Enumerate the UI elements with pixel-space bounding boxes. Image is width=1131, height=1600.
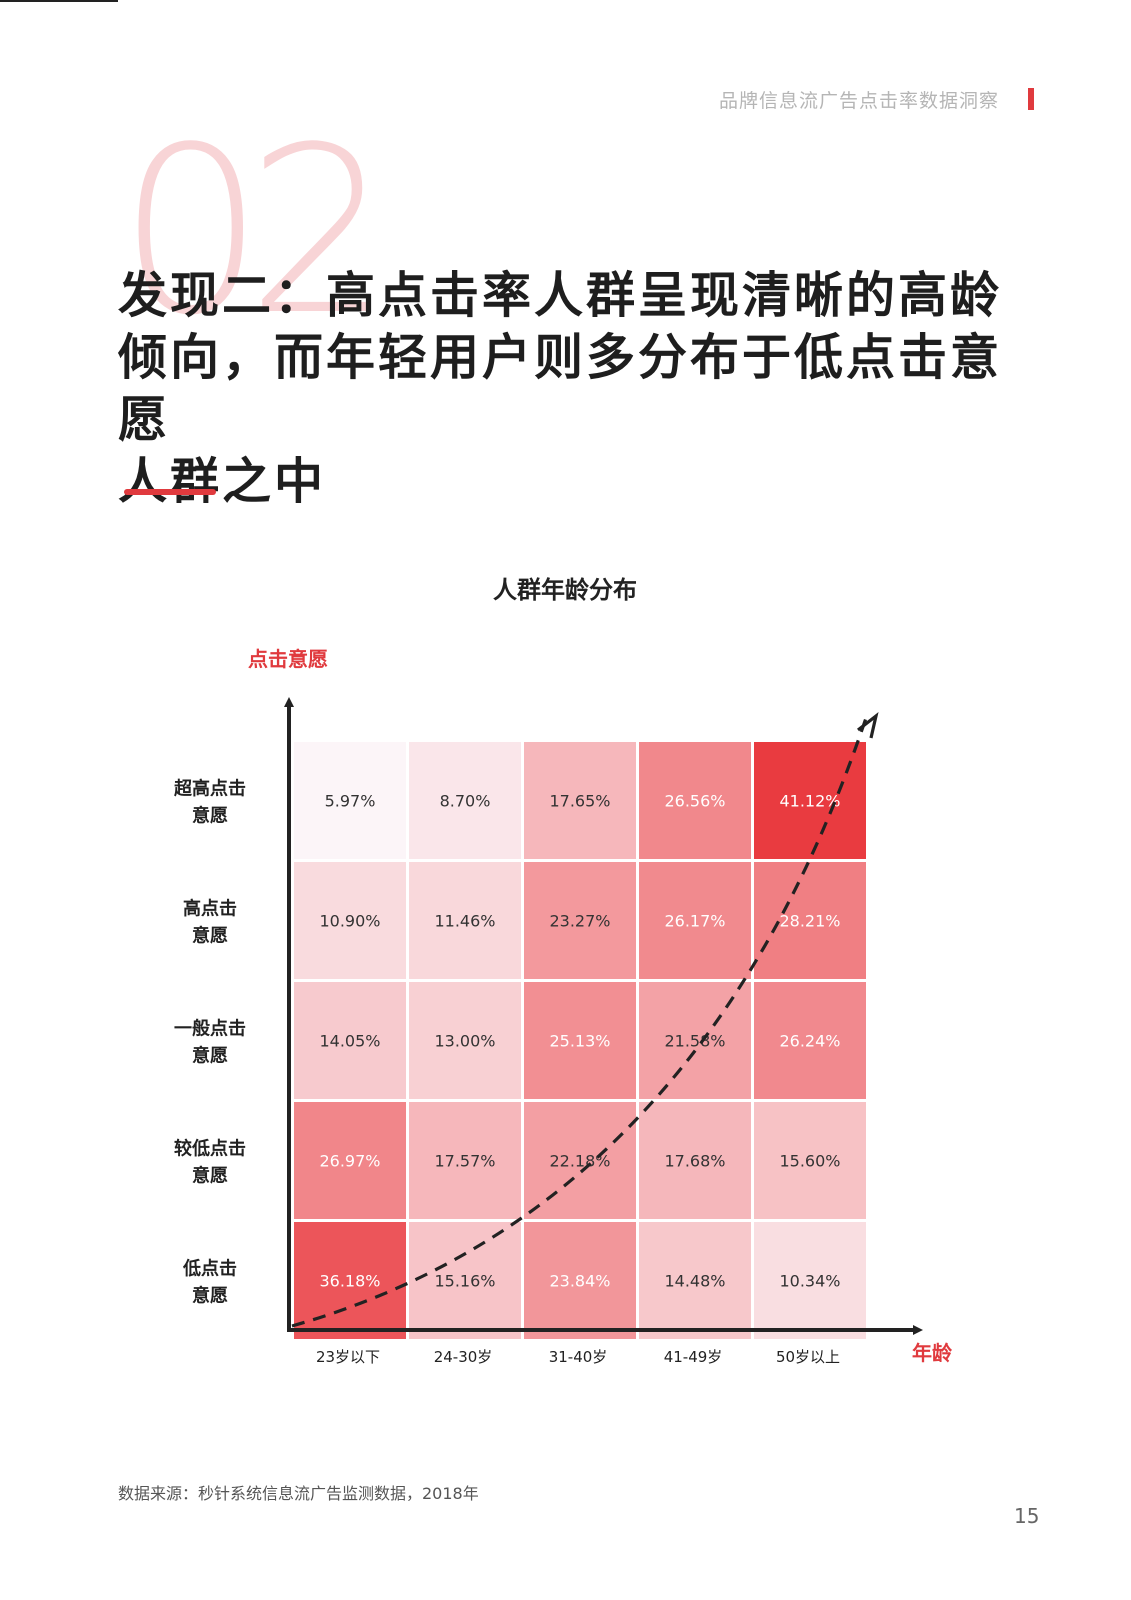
cell-value-label: 11.46% bbox=[434, 912, 495, 931]
row-label: 意愿 bbox=[192, 1285, 228, 1307]
cell-value-label: 21.58% bbox=[664, 1032, 725, 1051]
heatmap-cell bbox=[754, 862, 866, 979]
top-rule bbox=[0, 0, 118, 2]
cell-value-label: 26.56% bbox=[664, 792, 725, 811]
cell-value-label: 26.17% bbox=[664, 912, 725, 931]
heatmap-cell bbox=[754, 982, 866, 1099]
heatmap-cell bbox=[294, 1222, 406, 1339]
y-axis-label: 点击意愿 bbox=[248, 647, 328, 671]
cell-value-label: 17.68% bbox=[664, 1152, 725, 1171]
column-labels: 23岁以下 24-30岁 31-40岁 41-49岁 50岁以上 bbox=[316, 1348, 840, 1366]
heatmap-cell bbox=[294, 1102, 406, 1219]
cell-value-label: 25.13% bbox=[549, 1032, 610, 1051]
heatmap-cell bbox=[754, 1102, 866, 1219]
title-line: 发现二：高点击率人群呈现清晰的高龄 bbox=[118, 267, 1003, 324]
cell-value-label: 23.84% bbox=[549, 1272, 610, 1291]
row-label: 高点击 bbox=[183, 898, 237, 920]
heatmap-cell bbox=[524, 862, 636, 979]
cell-value-label: 28.21% bbox=[779, 912, 840, 931]
heatmap-cell bbox=[409, 1102, 521, 1219]
chart-title: 人群年龄分布 bbox=[493, 576, 637, 604]
cell-value-label: 22.18% bbox=[549, 1152, 610, 1171]
cell-value-label: 17.65% bbox=[549, 792, 610, 811]
column-label: 41-49岁 bbox=[664, 1348, 723, 1366]
data-source-note: 数据来源：秒针系统信息流广告监测数据，2018年 bbox=[118, 1484, 479, 1503]
trend-arrow-head bbox=[857, 711, 879, 739]
cell-value-label: 15.16% bbox=[434, 1272, 495, 1291]
row-label: 意愿 bbox=[192, 1165, 228, 1187]
heatmap-cell bbox=[639, 982, 751, 1099]
header-title: 品牌信息流广告点击率数据洞察 bbox=[718, 90, 999, 112]
row-label: 意愿 bbox=[192, 805, 228, 827]
title-line: 人群之中 bbox=[118, 453, 327, 510]
row-label: 较低点击 bbox=[174, 1138, 246, 1160]
heatmap-cell bbox=[754, 742, 866, 859]
cell-value-label: 26.97% bbox=[319, 1152, 380, 1171]
heatmap-cell bbox=[409, 742, 521, 859]
column-label: 50岁以上 bbox=[776, 1348, 840, 1366]
row-label: 意愿 bbox=[192, 1045, 228, 1067]
cell-value-label: 23.27% bbox=[549, 912, 610, 931]
heatmap-cell bbox=[409, 862, 521, 979]
section-number: 02 bbox=[118, 99, 393, 366]
row-label: 意愿 bbox=[192, 925, 228, 947]
heatmap-cell bbox=[294, 982, 406, 1099]
cell-value-label: 26.24% bbox=[779, 1032, 840, 1051]
heatmap-cell bbox=[639, 1222, 751, 1339]
column-label: 24-30岁 bbox=[434, 1348, 493, 1366]
heatmap-cell bbox=[639, 862, 751, 979]
heatmap-cell bbox=[754, 1222, 866, 1339]
heatmap-cell bbox=[524, 1222, 636, 1339]
heatmap-cell bbox=[639, 1102, 751, 1219]
title-underline bbox=[124, 489, 216, 495]
cell-value-label: 14.05% bbox=[319, 1032, 380, 1051]
cell-value-label: 8.70% bbox=[440, 792, 491, 811]
column-label: 31-40岁 bbox=[549, 1348, 608, 1366]
page-title: 发现二：高点击率人群呈现清晰的高龄 倾向，而年轻用户则多分布于低点击意愿 人群之… bbox=[118, 265, 1018, 513]
heatmap-cell bbox=[524, 982, 636, 1099]
heatmap-cell bbox=[524, 742, 636, 859]
header-accent-bar bbox=[1028, 88, 1034, 110]
heatmap-cell bbox=[409, 1222, 521, 1339]
heatmap-cell bbox=[639, 742, 751, 859]
heatmap-cell bbox=[524, 1102, 636, 1219]
x-axis-label: 年龄 bbox=[912, 1341, 953, 1365]
cell-value-label: 36.18% bbox=[319, 1272, 380, 1291]
row-label: 一般点击 bbox=[174, 1018, 246, 1040]
row-label: 超高点击 bbox=[174, 778, 246, 800]
row-label: 低点击 bbox=[182, 1258, 237, 1280]
heatmap-cell bbox=[294, 862, 406, 979]
heatmap-cells: 5.97% 8.70% 17.65% 26.56% 41.12% 10.90% 11.46%… bbox=[294, 742, 866, 1339]
trend-curve bbox=[291, 717, 868, 1328]
page-number: 15 bbox=[1014, 1504, 1040, 1528]
cell-value-label: 5.97% bbox=[325, 792, 376, 811]
cell-value-label: 10.90% bbox=[319, 912, 380, 931]
title-line: 倾向，而年轻用户则多分布于低点击意愿 bbox=[118, 329, 1003, 448]
heatmap-cell bbox=[294, 742, 406, 859]
column-label: 23岁以下 bbox=[316, 1348, 380, 1366]
heatmap-cell bbox=[409, 982, 521, 1099]
cell-value-label: 15.60% bbox=[779, 1152, 840, 1171]
cell-value-label: 13.00% bbox=[434, 1032, 495, 1051]
cell-value-label: 41.12% bbox=[779, 792, 840, 811]
cell-value-label: 14.48% bbox=[664, 1272, 725, 1291]
cell-value-label: 10.34% bbox=[779, 1272, 840, 1291]
cell-value-label: 17.57% bbox=[434, 1152, 495, 1171]
